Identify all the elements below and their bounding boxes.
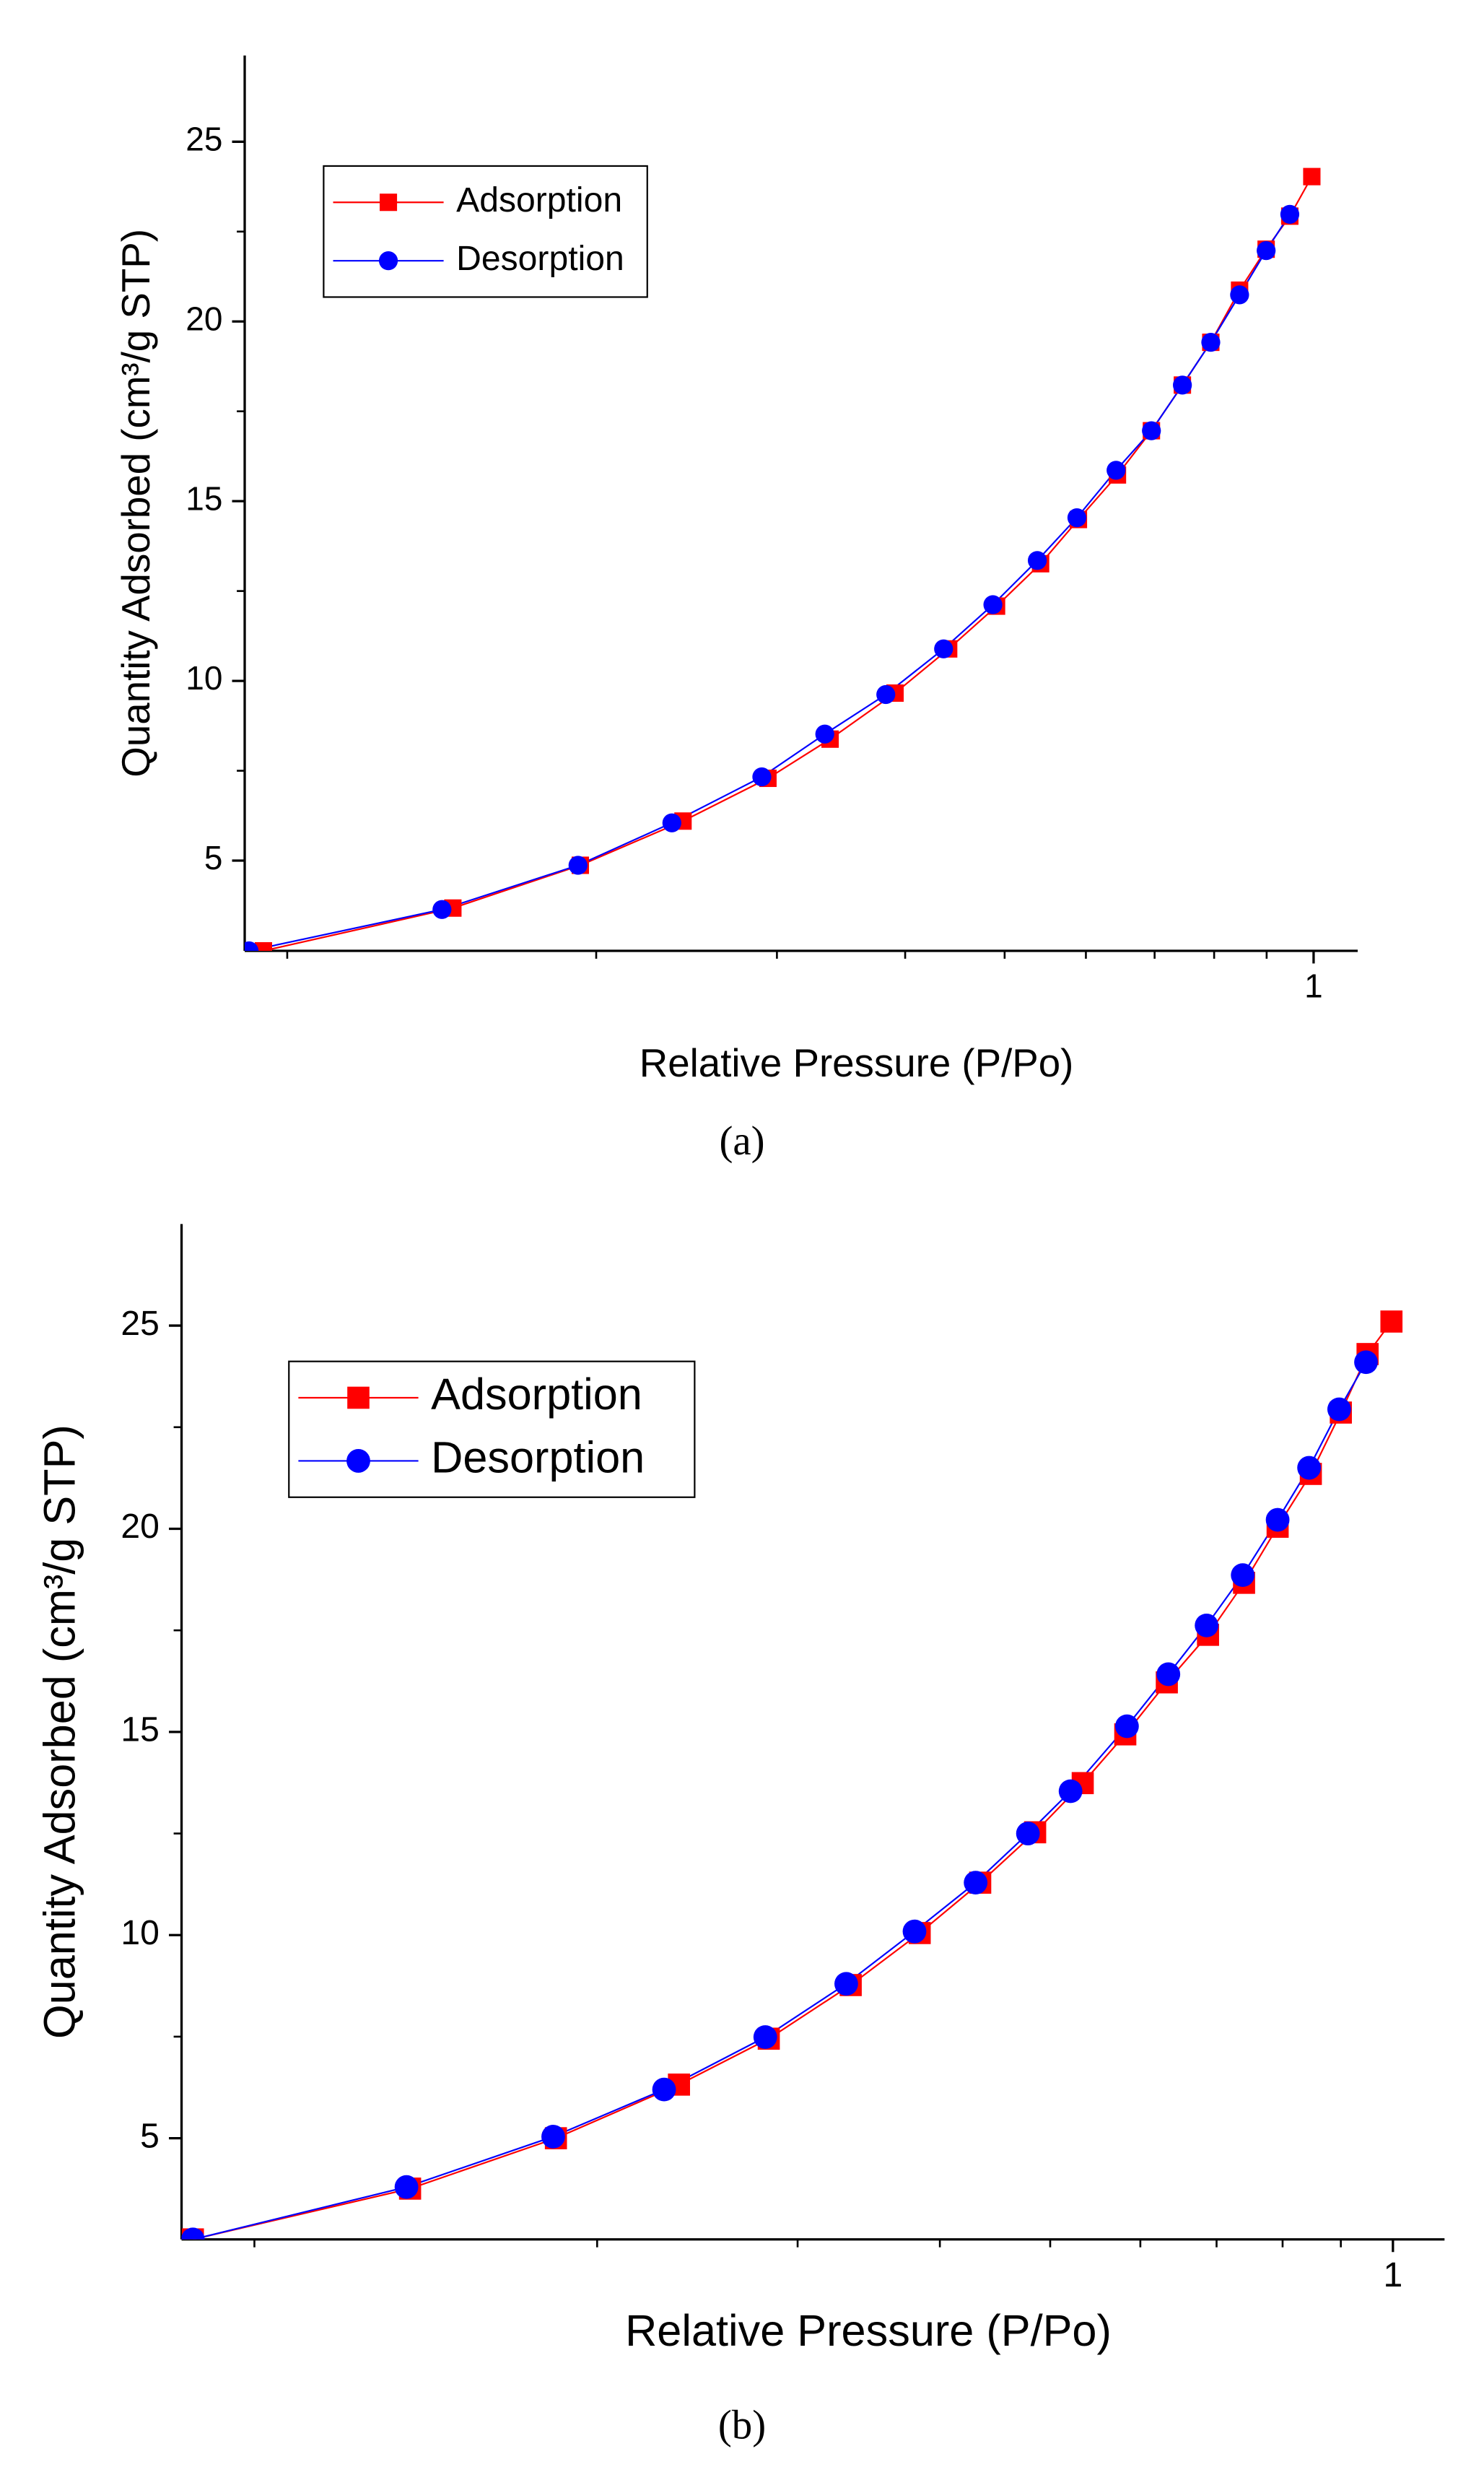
marker: [378, 251, 398, 271]
legend-box: [323, 165, 648, 298]
marker: [1156, 1662, 1181, 1687]
y-tick-label: 5: [140, 2116, 160, 2155]
marker: [346, 1449, 370, 1473]
y-tick-label: 10: [186, 659, 222, 697]
y-axis-label: Quantity Adsorbed (cm³/g STP): [113, 229, 158, 778]
y-tick-label: 20: [186, 300, 222, 337]
marker: [1303, 167, 1321, 186]
marker: [1380, 1310, 1403, 1333]
legend-box: [288, 1360, 696, 1498]
marker: [541, 2124, 565, 2149]
x-axis-label: Relative Pressure (P/Po): [640, 1040, 1074, 1085]
marker: [181, 2227, 205, 2240]
marker: [1257, 241, 1276, 261]
marker: [964, 1871, 988, 1895]
legend-label: Adsorption: [431, 1370, 642, 1419]
legend-label: Adsorption: [456, 180, 622, 219]
chart: 5 10 15 20 25 1 Relative Pressure (P/Po) Quanti…: [35, 1224, 1445, 2448]
legend: Adsorption Desorption: [323, 165, 648, 298]
series-line: [248, 214, 1291, 951]
marker: [1297, 1456, 1322, 1480]
y-tick-label: 5: [204, 839, 223, 876]
marker: [347, 1386, 370, 1409]
legend: Adsorption Desorption: [288, 1360, 696, 1498]
caption: (b): [718, 2402, 766, 2448]
marker: [752, 767, 772, 787]
marker: [1195, 1614, 1219, 1637]
marker: [1114, 1714, 1139, 1739]
x-tick-label: 1: [1304, 967, 1323, 1005]
marker: [1016, 1822, 1040, 1845]
y-tick-label: 15: [121, 1710, 160, 1749]
marker: [876, 684, 896, 705]
y-tick-label: 25: [186, 120, 222, 157]
marker: [934, 639, 953, 658]
y-tick-label: 25: [121, 1304, 160, 1343]
x-tick-label: 1: [1383, 2255, 1402, 2294]
marker: [394, 2175, 419, 2199]
legend-label: Desorption: [456, 239, 624, 278]
marker: [1027, 551, 1047, 570]
x-axis-label: Relative Pressure (P/Po): [625, 2306, 1112, 2355]
marker: [1142, 421, 1161, 440]
marker: [1058, 1779, 1083, 1804]
y-tick-label: 15: [186, 479, 222, 517]
marker: [983, 595, 1003, 614]
marker: [1230, 285, 1249, 305]
marker: [1231, 1563, 1255, 1588]
y-tick-label: 20: [121, 1507, 160, 1546]
marker: [753, 2025, 777, 2049]
marker: [432, 900, 452, 919]
marker: [834, 1972, 858, 1996]
marker: [1173, 375, 1192, 395]
y-axis-label: Quantity Adsorbed (cm³/g STP): [35, 1424, 84, 2039]
marker: [1201, 332, 1221, 352]
marker: [902, 1919, 927, 1944]
plot-area: [245, 167, 1321, 951]
plot-area: [181, 1310, 1403, 2240]
chart: 5 10 15 20 25 1 Relative Pressure (P/Po) Quanti…: [113, 55, 1358, 1164]
marker: [568, 856, 588, 875]
marker: [1265, 1507, 1290, 1532]
marker: [254, 941, 272, 951]
marker: [1107, 461, 1126, 480]
marker: [652, 2077, 676, 2102]
marker: [380, 193, 398, 212]
legend-label: Desorption: [431, 1433, 645, 1482]
marker: [815, 724, 834, 744]
marker: [1280, 204, 1300, 224]
y-tick-label: 10: [121, 1913, 160, 1952]
marker: [662, 813, 681, 832]
caption: (a): [719, 1118, 764, 1164]
marker: [1067, 508, 1087, 528]
marker: [1327, 1397, 1351, 1422]
marker: [245, 941, 259, 951]
marker: [1354, 1350, 1378, 1375]
